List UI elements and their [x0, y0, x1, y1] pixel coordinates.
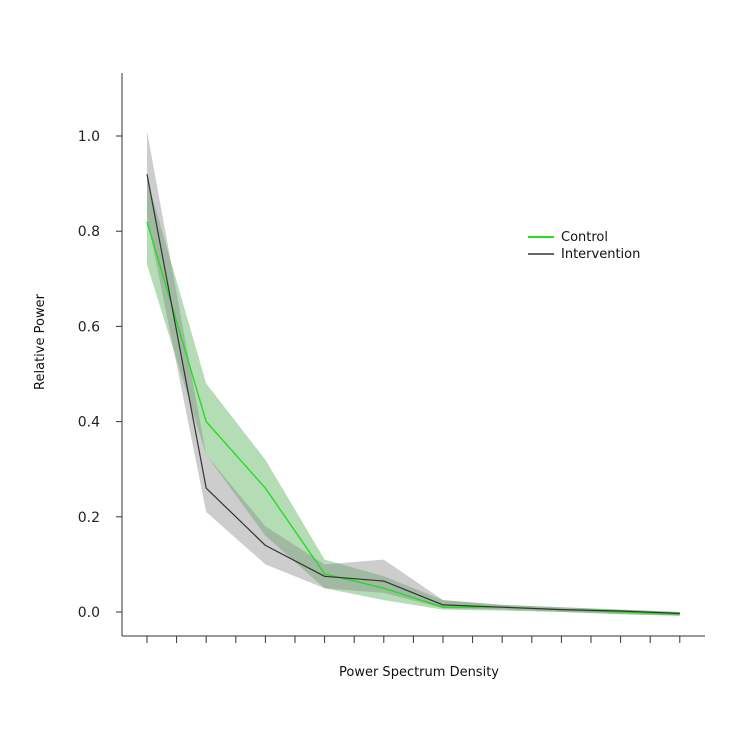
confidence-bands: [147, 131, 680, 616]
y-ticks: 0.0 0.2 0.4 0.6 0.8 1.0: [78, 129, 122, 621]
series-lines: [146, 173, 680, 616]
x-axis-title: Power Spectrum Density: [339, 665, 499, 680]
y-tick-label: 0.0: [78, 605, 100, 621]
legend-label-intervention: Intervention: [561, 247, 640, 262]
y-axis-title: Relative Power: [33, 293, 48, 390]
y-tick-label: 1.0: [78, 129, 100, 145]
x-ticks: [146, 636, 681, 643]
legend: Control Intervention: [528, 230, 640, 262]
confidence-band-control: [147, 178, 680, 616]
y-tick-label: 0.6: [78, 319, 100, 335]
y-tick-label: 0.4: [78, 415, 100, 431]
y-tick-label: 0.2: [78, 510, 100, 526]
confidence-band-intervention: [147, 131, 680, 616]
series-line-intervention: [146, 173, 680, 614]
y-tick-label: 0.8: [78, 224, 100, 240]
legend-label-control: Control: [561, 230, 608, 245]
